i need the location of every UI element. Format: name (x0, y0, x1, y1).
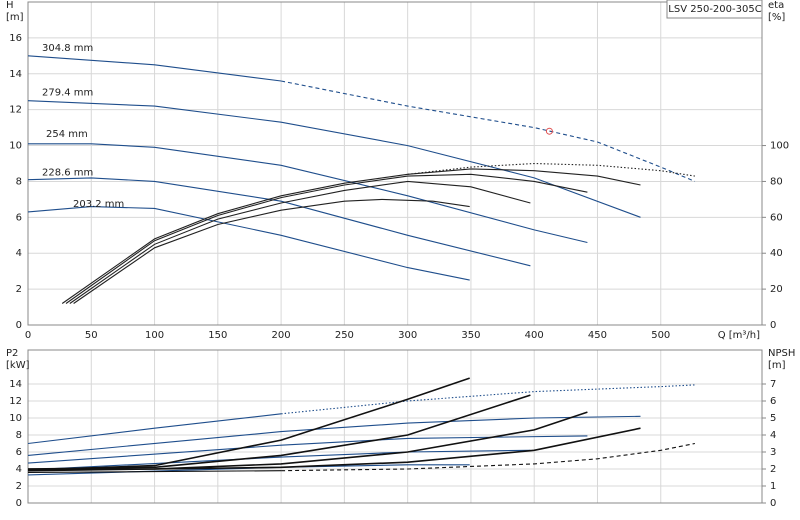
curve (27, 177, 531, 267)
x-tick-label: 200 (272, 330, 291, 341)
y-tick-label: 6 (16, 212, 22, 223)
y2-tick-label: 100 (770, 141, 789, 152)
y-tick-label: 12 (9, 105, 22, 116)
y2-tick-label: 7 (770, 379, 776, 390)
y-tick-label: 16 (9, 33, 22, 44)
y2-tick-label: 20 (770, 284, 783, 295)
curve-label: 203.2 mm (73, 199, 124, 210)
plot-frame (27, 1, 763, 326)
y-axis-label: P2 (6, 348, 18, 359)
y-tick-label: 14 (9, 379, 22, 390)
y-axis-unit: [m] (6, 12, 24, 23)
curve (27, 435, 588, 464)
curve (65, 173, 588, 304)
x-tick-label: 400 (525, 330, 544, 341)
curve (27, 55, 282, 82)
curve-label: 279.4 mm (42, 88, 93, 99)
x-tick-label: 300 (398, 330, 417, 341)
y2-tick-label: 3 (770, 447, 776, 458)
y2-tick-label: 60 (770, 212, 783, 223)
y2-axis-label: NPSH (768, 348, 795, 359)
curve (28, 143, 588, 244)
x-tick-label: 250 (335, 330, 354, 341)
x-axis-label: Q [m³/h] (718, 330, 760, 341)
y-tick-label: 4 (16, 464, 22, 475)
y2-axis-unit: [m] (768, 360, 786, 371)
curve (280, 80, 696, 182)
y2-tick-label: 6 (770, 396, 776, 407)
y-tick-label: 14 (9, 69, 22, 80)
y-tick-label: 10 (9, 413, 22, 424)
x-tick-label: 100 (145, 330, 164, 341)
y2-axis-label: eta (768, 0, 784, 11)
y2-tick-label: 0 (770, 498, 776, 509)
y2-tick-label: 1 (770, 481, 776, 492)
x-tick-label: 50 (85, 330, 98, 341)
curve (407, 162, 695, 177)
y-tick-label: 4 (16, 248, 22, 259)
y-tick-label: 12 (9, 396, 22, 407)
x-tick-label: 500 (651, 330, 670, 341)
x-tick-label: 350 (461, 330, 480, 341)
y-tick-label: 0 (16, 320, 22, 331)
curve (27, 411, 588, 472)
y-tick-label: 2 (16, 284, 22, 295)
curve (69, 180, 531, 304)
curve (27, 470, 282, 473)
y2-axis-unit: [%] (768, 12, 785, 23)
curve-label: 228.6 mm (42, 168, 93, 179)
curve (73, 198, 470, 304)
y-tick-label: 8 (16, 176, 22, 187)
y-axis-label: H (6, 0, 14, 11)
y2-tick-label: 2 (770, 464, 776, 475)
curve (61, 168, 641, 304)
operating-point (545, 127, 553, 135)
x-tick-label: 0 (25, 330, 31, 341)
y-tick-label: 2 (16, 481, 22, 492)
x-tick-label: 150 (208, 330, 227, 341)
y-tick-label: 0 (16, 498, 22, 509)
chart-title: LSV 250-200-305C (668, 4, 761, 15)
y2-tick-label: 5 (770, 413, 776, 424)
y-axis-unit: [kW] (6, 360, 30, 371)
curve (281, 384, 695, 415)
title-box (666, 0, 763, 19)
x-tick-label: 450 (588, 330, 607, 341)
curve (27, 413, 282, 445)
curve (27, 449, 531, 471)
y2-tick-label: 40 (770, 248, 783, 259)
y-tick-label: 8 (16, 430, 22, 441)
y2-tick-label: 4 (770, 430, 776, 441)
y-tick-label: 10 (9, 141, 22, 152)
plot-frame (27, 349, 763, 504)
y-tick-label: 6 (16, 447, 22, 458)
curve-label: 304.8 mm (42, 43, 93, 54)
curve (281, 442, 696, 472)
y2-tick-label: 80 (770, 176, 783, 187)
curve (27, 206, 470, 281)
y2-tick-label: 0 (770, 320, 776, 331)
curve (27, 377, 470, 471)
curve-label: 254 mm (46, 129, 88, 140)
